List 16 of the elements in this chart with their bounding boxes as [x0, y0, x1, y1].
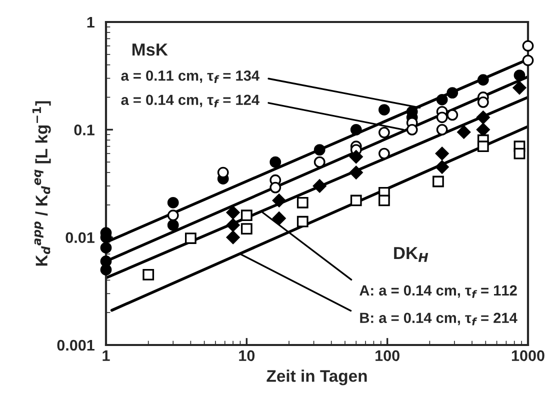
y-tick-label: 0.01: [66, 232, 94, 244]
annotation: a = 0.14 cm, τ$_{f}$ = 124: [121, 94, 260, 108]
x-tick-label: 100: [376, 350, 400, 362]
annotation: MsK: [132, 44, 168, 56]
y-tick-label: 1: [87, 17, 94, 28]
annotation: B: a = 0.14 cm, τ$_{f}$ = 214: [360, 312, 518, 326]
y-tick-label: 0.001: [57, 340, 94, 351]
annotation: DK$_{H}$: [394, 247, 428, 262]
x-tick-label: 1: [102, 350, 110, 361]
annotation: A: a = 0.14 cm, τ$_{f}$ = 112: [360, 285, 517, 298]
text: K$_{d}$$^{app}$ / K$_{d}$$^{eq}$ [L kg$^{−1}$]: [32, 101, 51, 266]
y-tick-label: 0.1: [74, 124, 94, 136]
annotation: a = 0.11 cm, τ$_{f}$ = 134: [121, 70, 260, 84]
x-tick-label: 10: [239, 350, 255, 362]
x-tick-label: 1000: [512, 350, 544, 362]
x-axis-title: Zeit in Tagen: [266, 370, 367, 386]
